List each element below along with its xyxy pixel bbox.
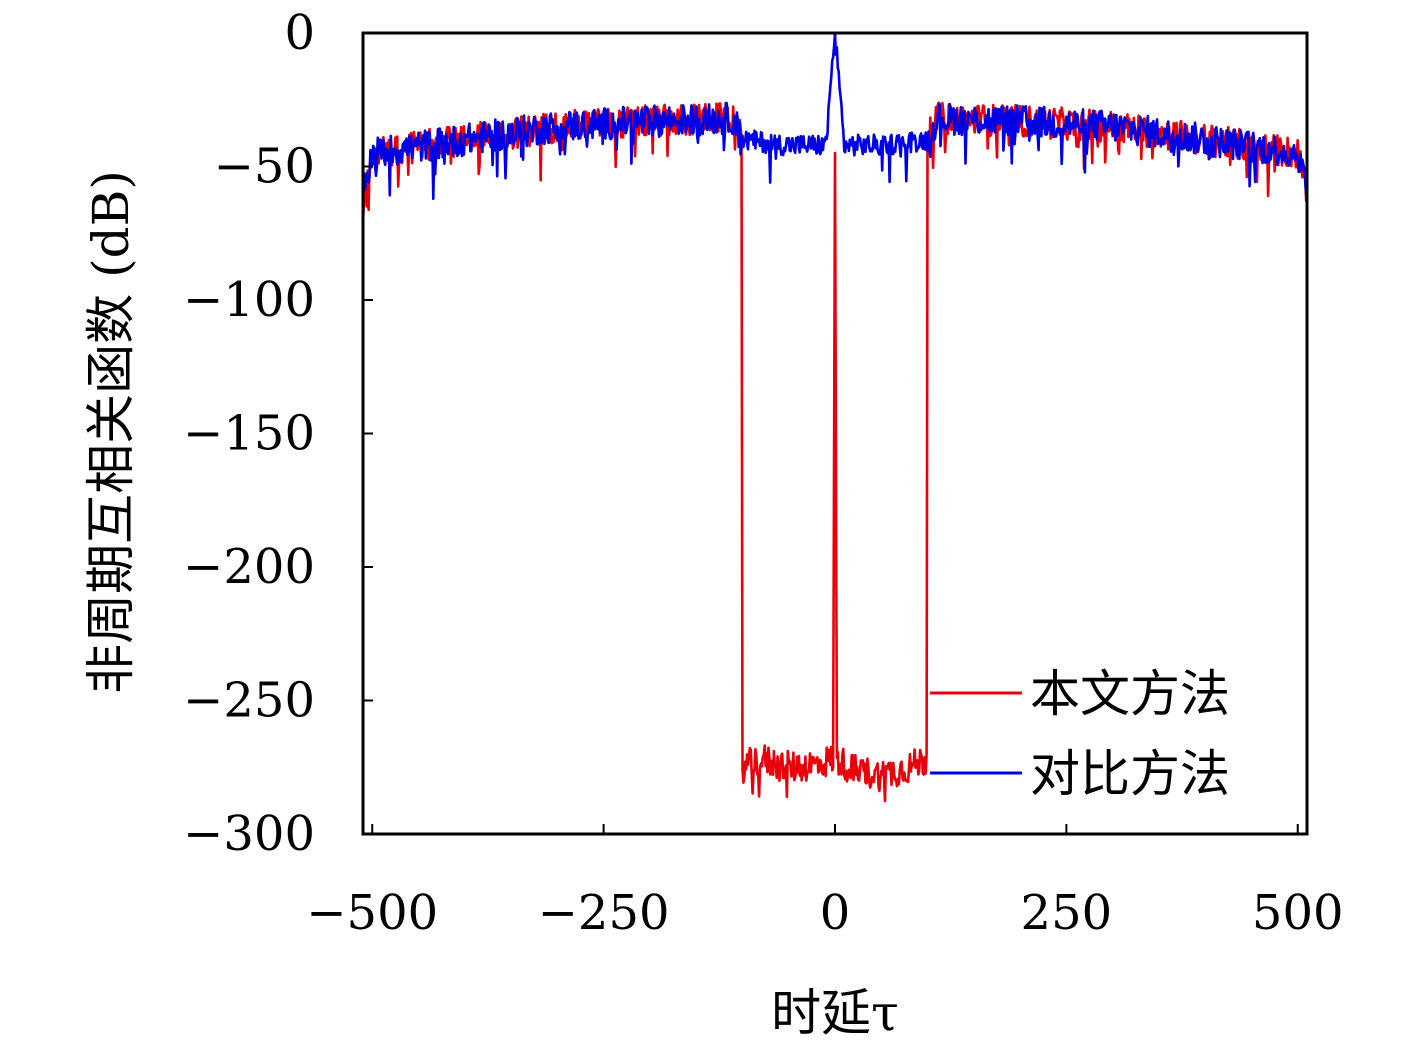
y-tick-label: 0 (284, 5, 315, 61)
x-tick-label: 0 (820, 885, 851, 941)
y-tick-label: −50 (214, 139, 315, 195)
y-tick-label: −200 (183, 539, 315, 595)
y-tick-label: −300 (183, 806, 315, 862)
x-tick-label: −500 (306, 885, 438, 941)
legend-label: 本文方法 (1030, 665, 1230, 723)
y-tick-label: −250 (183, 673, 315, 729)
y-axis-title: 非周期互相关函数 (dB) (82, 170, 140, 694)
x-tick-label: 250 (1021, 885, 1113, 941)
y-tick-label: −100 (183, 272, 315, 328)
x-tick-label: 500 (1252, 885, 1344, 941)
x-tick-label: −250 (538, 885, 670, 941)
x-axis-title: 时延τ (771, 984, 899, 1042)
ticks-layer: −500 −250 0 250 500 0 −50 −100 −150 −200 −250 −300 (183, 5, 1343, 941)
legend-label: 对比方法 (1030, 745, 1230, 803)
y-tick-label: −150 (183, 406, 315, 462)
